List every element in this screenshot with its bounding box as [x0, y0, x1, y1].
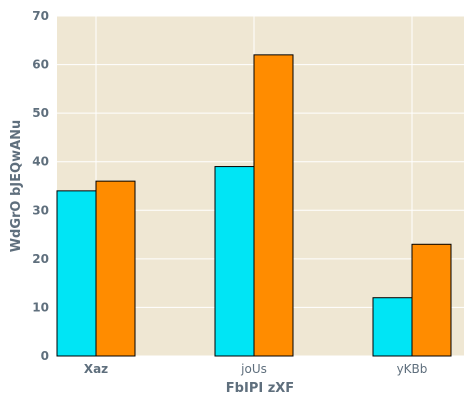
bar-joUs-series-2	[253, 54, 294, 357]
x-axis-title: FbIPI zXF	[226, 381, 294, 396]
x-tick-label: Xaz	[84, 362, 108, 376]
bar-joUs-series-1	[214, 166, 255, 357]
y-tick-label: 10	[32, 300, 49, 314]
x-tick-label: joUs	[240, 362, 267, 376]
y-tick-label: 20	[32, 252, 49, 266]
bar-Xaz-series-2	[95, 180, 136, 357]
bar-Xaz-series-1	[56, 190, 97, 357]
x-tick-label: yKBb	[397, 362, 428, 376]
x-tick-labels: Xaz joUs yKBb	[84, 362, 428, 376]
y-tick-labels: 0 10 20 30 40 50 60 70	[32, 9, 49, 363]
bars	[56, 54, 452, 357]
y-tick-label: 60	[32, 58, 49, 72]
y-tick-label: 70	[32, 9, 49, 23]
y-tick-label: 30	[32, 203, 49, 217]
y-tick-label: 50	[32, 106, 49, 120]
y-tick-label: 0	[41, 349, 49, 363]
y-tick-label: 40	[32, 155, 49, 169]
y-axis-title: WdGrO bJEQwANu	[9, 120, 24, 253]
bar-yKBb-series-1	[372, 297, 413, 357]
bar-yKBb-series-2	[411, 243, 452, 357]
